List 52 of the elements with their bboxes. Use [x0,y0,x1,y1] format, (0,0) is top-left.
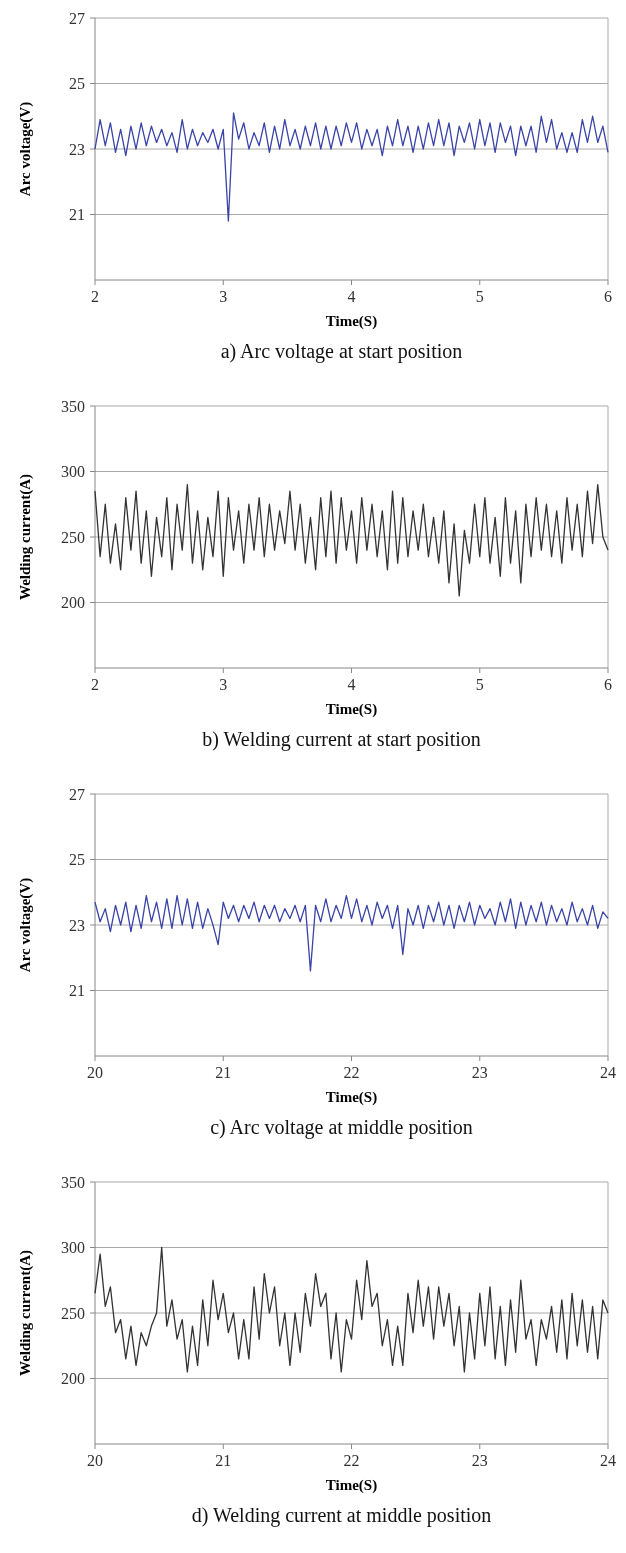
y-axis-title: Welding current(A) [17,474,34,600]
x-tick-label: 23 [471,1064,488,1081]
x-tick-label: 5 [475,676,484,693]
x-axis-title: Time(S) [325,313,378,330]
text: b) Welding current at start position [202,728,481,751]
y-axis-title: Arc voltage(V) [17,877,34,973]
y-axis-title: Arc voltage(V) [17,101,34,197]
y-tick-label: 250 [61,528,85,546]
y-tick-label: 350 [61,397,85,415]
y-tick-label: 23 [69,140,85,158]
x-axis-title: Time(S) [325,1089,378,1106]
x-tick-label: 4 [347,676,356,693]
x-tick-label: 5 [475,288,484,305]
x-tick-label: 22 [343,1064,360,1081]
x-tick-label: 2 [91,676,99,693]
line-series [94,112,609,222]
y-tick-label: 250 [61,1304,85,1322]
y-tick-label: 21 [69,206,85,224]
y-tick-label: 25 [69,75,85,93]
x-tick-label: 20 [87,1064,103,1081]
x-tick-label: 3 [219,676,228,693]
x-tick-label: 24 [600,1452,616,1469]
line-series [94,483,609,597]
y-tick-label: 21 [69,982,85,1000]
text: a) Arc voltage at start position [220,340,463,363]
x-tick-label: 21 [215,1452,232,1469]
line-series [94,1246,609,1373]
x-tick-label: 24 [600,1064,616,1081]
x-tick-label: 6 [604,676,612,693]
x-tick-label: 21 [215,1064,232,1081]
x-axis-title: Time(S) [325,1477,378,1494]
y-tick-label: 23 [69,916,85,934]
x-tick-label: 23 [471,1452,488,1469]
y-tick-label: 300 [61,1239,85,1257]
y-tick-label: 350 [61,1173,85,1191]
line-series [94,894,609,972]
x-tick-label: 4 [347,288,356,305]
y-tick-label: 200 [61,1370,85,1388]
x-tick-label: 20 [87,1452,103,1469]
x-axis-title: Time(S) [325,701,378,718]
y-axis-title: Welding current(A) [17,1250,34,1376]
x-tick-label: 6 [604,288,612,305]
x-tick-label: 2 [91,288,99,305]
x-tick-label: 3 [219,288,228,305]
y-tick-label: 27 [69,785,85,803]
y-tick-label: 300 [61,463,85,481]
y-tick-label: 200 [61,594,85,612]
y-tick-label: 27 [69,9,85,27]
y-tick-label: 25 [69,851,85,869]
text: d) Welding current at middle position [191,1504,492,1527]
x-tick-label: 22 [343,1452,360,1469]
text: c) Arc voltage at middle position [210,1116,473,1139]
